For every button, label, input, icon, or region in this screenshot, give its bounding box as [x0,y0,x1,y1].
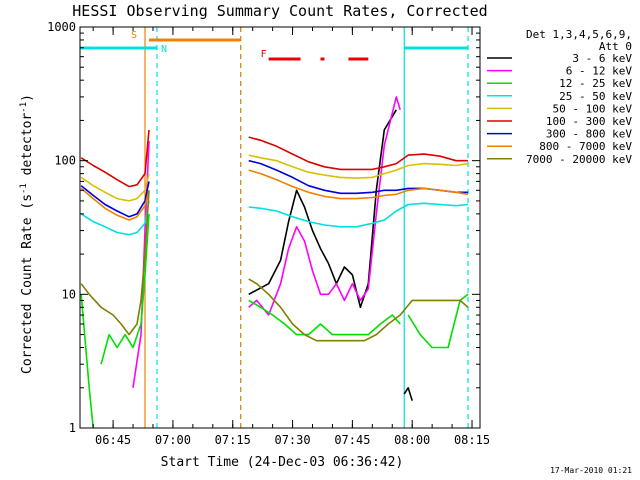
series-line-0-seg-0 [248,109,397,309]
vertical-markers [144,27,469,428]
series-line-4-seg-1 [248,154,469,179]
legend-entry-1: 6 - 12 keV [566,65,633,78]
legend-entry-2: 12 - 25 keV [559,77,632,90]
legend-title-line-2: Att 0 [599,40,632,53]
legend-title-line-1: Det 1,3,4,5,6,9, [526,28,632,41]
series-line-3-seg-1 [248,202,469,228]
series-line-6-seg-1 [248,159,468,195]
series-line-2-seg-2 [248,299,401,336]
flag-bars: S N F [80,30,469,61]
x-tick-label-4: 07:45 [334,433,370,447]
x-axis-ticks: 06:45 07:00 07:15 07:30 07:45 08:00 08:15 [92,27,490,447]
x-tick-label-3: 07:30 [274,433,310,447]
series-line-6-seg-0 [80,181,150,218]
x-tick-label-0: 06:45 [95,433,131,447]
series-line-1-seg-1 [248,96,401,316]
x-tick-label-5: 08:00 [394,433,430,447]
series-lines [80,96,469,429]
series-line-5-seg-0 [80,129,150,188]
plot-frame [79,26,481,429]
legend-entry-0: 3 - 6 keV [572,52,632,65]
series-line-0-seg-1 [403,386,413,401]
series-line-7-seg-0 [80,187,150,221]
series-line-8-seg-0 [80,190,150,336]
series-line-2-seg-1 [100,213,150,365]
y-axis-ticks: 1 10 100 1000 [47,20,480,435]
chart-title: HESSI Observing Summary Count Rates, Cor… [72,2,487,20]
series-line-3-seg-0 [80,200,150,236]
series-line-2-seg-3 [407,293,469,349]
x-axis-label: Start Time (24-Dec-03 06:36:42) [161,455,404,470]
flag-label-F: F [261,49,267,60]
y-tick-label-2: 100 [54,154,76,168]
y-axis-label: Corrected Count Rate (s-1 detector-1) [19,94,35,374]
footer-timestamp: 17-Mar-2010 01:21 [550,466,632,475]
series-line-8-seg-1 [248,278,469,342]
x-tick-label-2: 07:15 [215,433,251,447]
series-line-2-seg-0 [80,294,94,429]
series-line-7-seg-1 [248,169,469,200]
y-tick-label-0: 1 [69,421,76,435]
y-tick-label-3: 1000 [47,20,76,34]
flag-label-N: N [161,44,167,55]
legend-entry-8: 7000 - 20000 keV [526,153,632,166]
series-line-4-seg-0 [80,173,150,202]
x-tick-label-6: 08:15 [454,433,490,447]
series-line-5-seg-1 [248,136,468,171]
y-tick-label-1: 10 [62,287,76,301]
x-tick-label-1: 07:00 [155,433,191,447]
legend-entry-5: 100 - 300 keV [546,115,632,128]
legend-entry-7: 800 - 7000 keV [539,140,632,153]
legend-entry-6: 300 - 800 keV [546,128,632,141]
legend-entry-3: 25 - 50 keV [559,90,632,103]
legend-entry-4: 50 - 100 keV [553,102,633,115]
flag-label-S: S [131,30,137,41]
